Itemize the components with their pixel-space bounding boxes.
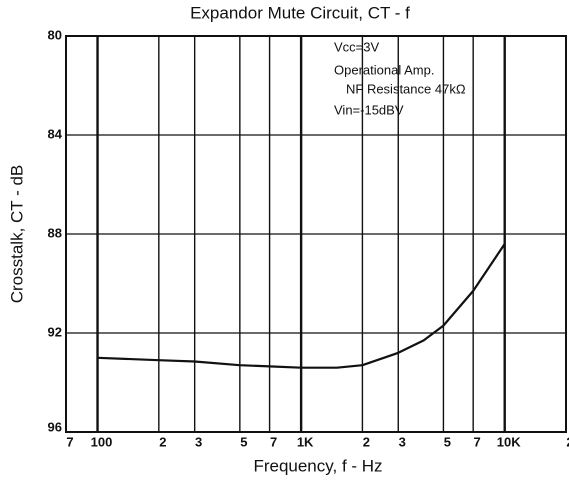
y-tick-label: 84 xyxy=(48,126,63,141)
y-tick-label: 92 xyxy=(48,324,62,339)
x-tick-label: 100 xyxy=(91,434,113,449)
y-tick-label: 96 xyxy=(48,419,62,434)
x-tick-label: 2 xyxy=(159,434,166,449)
x-tick-label: 3 xyxy=(195,434,202,449)
annotation: Operational Amp. xyxy=(334,62,434,77)
x-tick-label: 7 xyxy=(474,434,481,449)
x-tick-label: 5 xyxy=(444,434,451,449)
x-tick-label: 7 xyxy=(66,434,73,449)
x-tick-label: 7 xyxy=(270,434,277,449)
plot-frame xyxy=(65,35,567,433)
annotation: Vcc=3V xyxy=(334,39,379,54)
x-tick-label: 2 xyxy=(363,434,370,449)
y-tick-label: 88 xyxy=(48,225,62,240)
y-tick-label: 80 xyxy=(48,27,62,42)
x-axis-label: Frequency, f - Hz xyxy=(253,456,382,475)
chart-title: Expandor Mute Circuit, CT - f xyxy=(190,3,410,22)
x-tick-label: 1K xyxy=(297,434,314,449)
x-tick-label: 10K xyxy=(497,434,521,449)
annotation: Vin=-15dBV xyxy=(334,102,404,117)
x-tick-label: 5 xyxy=(240,434,247,449)
annotation: NF Resistance 47kΩ xyxy=(346,81,466,96)
x-tick-label: 2 xyxy=(566,434,569,449)
y-axis-label: Crosstalk, CT - dB xyxy=(7,165,26,304)
x-tick-label: 3 xyxy=(399,434,406,449)
line xyxy=(97,243,506,369)
